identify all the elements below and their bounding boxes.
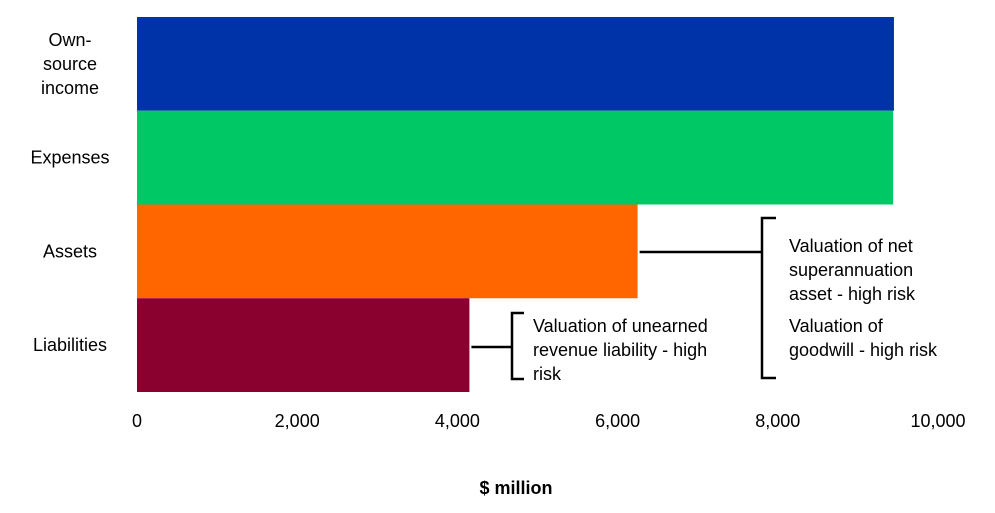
bar-own-sourceincome	[137, 17, 894, 111]
x-tick-label: 4,000	[435, 411, 480, 431]
category-label: Liabilities	[33, 335, 107, 355]
annotation-text: Valuation of unearned	[533, 316, 708, 336]
bars-group	[137, 17, 894, 392]
bar-expenses	[137, 110, 894, 205]
annotation-text: goodwill - high risk	[789, 340, 938, 360]
annotation-text: asset - high risk	[789, 284, 916, 304]
annotation-bracket	[510, 311, 524, 381]
x-axis-title: $ million	[479, 478, 552, 498]
x-tick-label: 6,000	[595, 411, 640, 431]
x-tick-label: 0	[132, 411, 142, 431]
x-tick-label: 8,000	[755, 411, 800, 431]
annotations-group: Valuation of net superannuation asset - hi…	[471, 216, 938, 384]
x-tick-labels-group: 0 2,000 4,000 6,000 8,000 10,000	[132, 411, 966, 431]
category-labels-group: Own-source income Expenses Assets Liabilitie…	[30, 30, 109, 355]
category-label: Own-source income	[41, 30, 99, 98]
bar-liabilities	[137, 298, 470, 392]
annotation-text: Valuation of net	[789, 236, 913, 256]
category-label: Expenses	[30, 148, 109, 168]
annotation-text: Valuation of	[789, 316, 884, 336]
category-label: Assets	[43, 241, 97, 261]
annotation-text: superannuation	[789, 260, 913, 280]
annotation-text: revenue liability - high	[533, 340, 707, 360]
bar-assets	[137, 204, 638, 299]
annotation-bracket	[760, 216, 776, 380]
x-tick-label: 10,000	[910, 411, 965, 431]
x-tick-label: 2,000	[275, 411, 320, 431]
annotation-text: risk	[533, 364, 562, 384]
